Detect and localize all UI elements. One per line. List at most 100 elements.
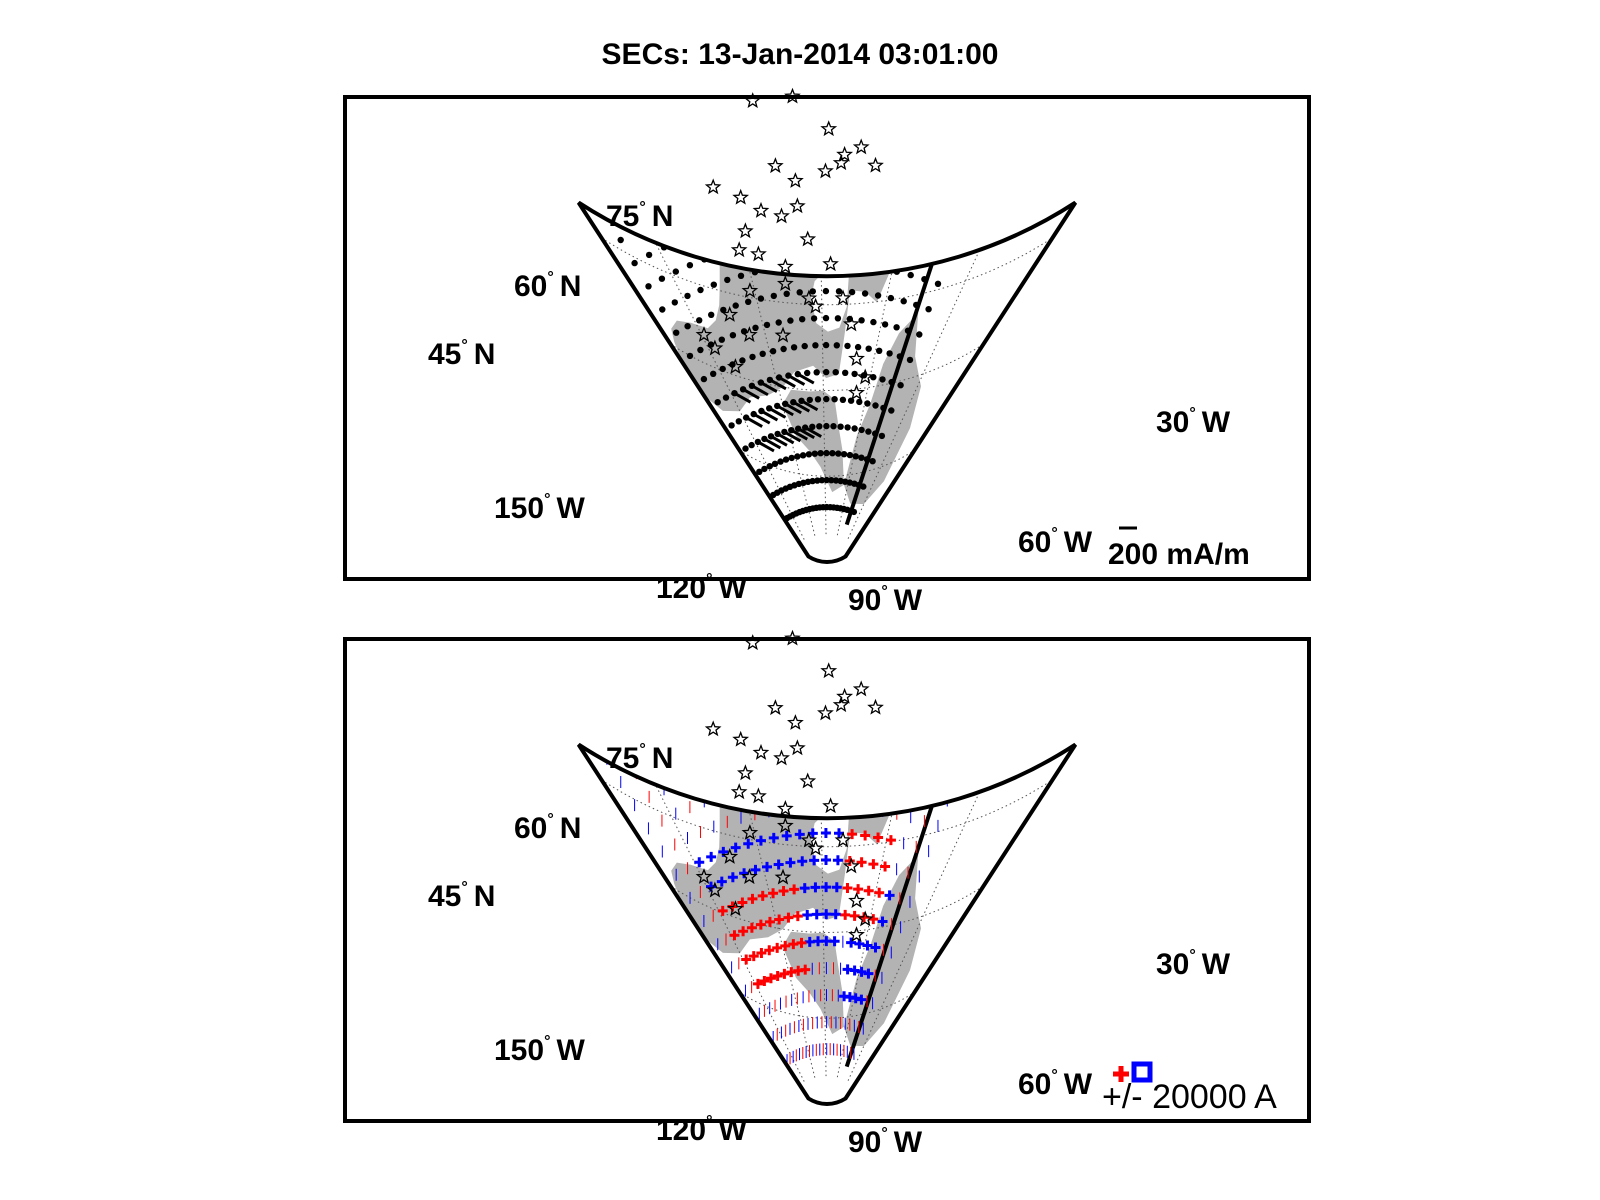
vector-node (745, 242, 752, 250)
vector-arrow (797, 427, 815, 440)
sec-marker (847, 829, 858, 840)
station-star-icon (832, 154, 850, 171)
vector-arrow (745, 416, 763, 428)
sec-marker (774, 914, 785, 925)
vector-node (816, 423, 823, 430)
station-star-icon (817, 704, 834, 721)
vector-node (782, 128, 788, 134)
vector-node (775, 319, 782, 326)
vector-node (791, 235, 798, 242)
vector-arrow (768, 406, 786, 419)
vector-node (896, 353, 903, 360)
vector-arrow (790, 428, 809, 441)
sec-marker (842, 882, 853, 893)
sec-marker (821, 855, 832, 866)
vector-node (911, 189, 917, 195)
bottom-stations (695, 629, 884, 943)
vector-arrow (776, 432, 795, 445)
vector-node (723, 220, 730, 227)
bottom-legend-negative-icon (1131, 1061, 1153, 1083)
vector-arrow (776, 404, 794, 417)
vector-node (769, 348, 777, 355)
station-star-icon (695, 868, 713, 884)
station-star-icon (721, 847, 739, 864)
vector-node (759, 350, 766, 357)
vector-node (943, 142, 949, 148)
vector-node (714, 399, 721, 406)
vector-node (716, 195, 722, 201)
sec-marker (781, 830, 792, 841)
vector-node (673, 329, 680, 336)
station-star-icon (822, 797, 839, 814)
vector-node (869, 458, 876, 465)
vector-node (805, 207, 813, 214)
vector-node (796, 289, 803, 296)
vector-node (962, 204, 970, 211)
vector-arrow (753, 412, 771, 425)
vector-node (806, 396, 813, 404)
sec-marker (716, 876, 727, 887)
station-star-icon (852, 680, 870, 697)
vector-node (916, 331, 923, 338)
water-great-lakes (814, 688, 857, 743)
vector-node (686, 262, 694, 269)
sec-marker (874, 887, 885, 898)
station-star-icon (784, 87, 801, 104)
vector-arrow (797, 372, 815, 385)
vector-node (728, 422, 735, 429)
bottom-scale-label: +/- 20000 A (1102, 1078, 1277, 1116)
station-star-icon (773, 749, 790, 766)
vector-node (673, 180, 679, 186)
vector-node (838, 234, 845, 241)
vector-node (837, 423, 844, 430)
sec-marker (877, 916, 888, 927)
vector-node (937, 224, 944, 231)
top-lon-label-30: 30° W (1156, 405, 1231, 439)
sec-marker (779, 968, 790, 979)
sec-marker (765, 973, 776, 984)
vector-node (822, 287, 830, 295)
vector-node (645, 251, 653, 259)
vector-node (746, 160, 752, 166)
vector-node (727, 164, 733, 170)
sec-marker (759, 975, 770, 986)
vector-node (900, 298, 907, 305)
station-star-icon (730, 783, 748, 800)
sec-marker (831, 882, 842, 893)
sec-marker (741, 954, 752, 965)
station-star-icon (848, 891, 865, 908)
vector-node (739, 357, 746, 364)
vector-node (771, 460, 779, 467)
station-star-icon (787, 172, 804, 188)
station-star-icon (842, 857, 860, 874)
bottom-lon-label-120: 120° W (656, 1113, 747, 1147)
sec-marker (772, 970, 783, 981)
vector-node (684, 292, 691, 300)
vector-node (822, 341, 830, 349)
station-star-icon (737, 764, 754, 781)
sec-marker (885, 835, 896, 846)
bottom-map-panel: 75° N 60° N 45° N 150° W 120° W 90° W 60° W 30°… (343, 629, 1311, 1159)
station-star-icon (832, 696, 850, 713)
vector-node (722, 394, 730, 401)
station-star-icon (744, 92, 762, 109)
vector-node (801, 342, 808, 350)
station-star-icon (726, 900, 744, 917)
sec-marker (856, 857, 867, 868)
top-lon-label-120: 120° W (656, 571, 747, 605)
vector-node (861, 290, 869, 297)
vector-node (799, 452, 807, 459)
vector-node (766, 463, 773, 470)
vector-node (883, 130, 889, 136)
vector-node (934, 280, 942, 287)
vector-node (864, 400, 871, 407)
vector-node (794, 453, 801, 460)
meridian-90w (818, 744, 827, 1077)
sec-marker (757, 890, 768, 901)
sec-marker (750, 864, 761, 875)
vector-node (822, 206, 829, 214)
vector-node (981, 154, 987, 160)
sec-marker (862, 940, 873, 951)
vector-node (881, 321, 889, 328)
vector-node (783, 290, 790, 297)
